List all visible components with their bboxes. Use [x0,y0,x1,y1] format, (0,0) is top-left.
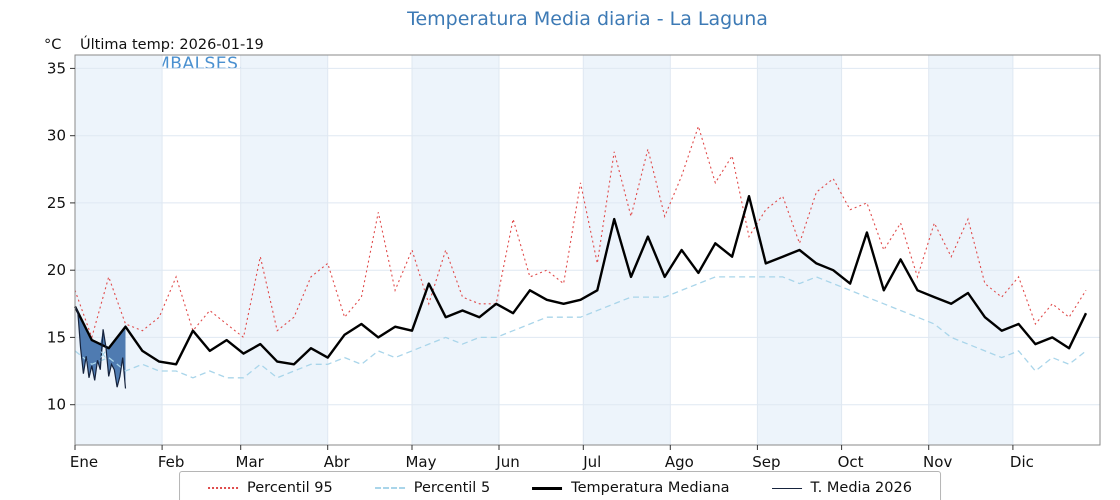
svg-text:30: 30 [47,127,66,145]
legend-label-mediana: Temperatura Mediana [571,480,730,496]
legend-item-percentil-5: Percentil 5 [374,480,491,496]
svg-text:Mar: Mar [236,453,265,471]
svg-text:25: 25 [47,194,66,212]
svg-text:Feb: Feb [158,453,185,471]
svg-text:Dic: Dic [1010,453,1034,471]
svg-text:Oct: Oct [838,453,864,471]
svg-text:Jul: Jul [582,453,601,471]
y-axis-unit-label: °C [44,37,62,53]
svg-text:20: 20 [47,261,66,279]
svg-text:Ago: Ago [665,453,694,471]
svg-text:Abr: Abr [324,453,351,471]
percentil-95-line-icon [208,487,239,489]
svg-text:Ene: Ene [70,453,98,471]
last-temp-label: Última temp: 2026-01-19 [80,37,264,53]
legend-label-t-media-2026: T. Media 2026 [810,480,912,496]
svg-text:May: May [405,453,436,471]
temperatura-mediana-line-icon [532,486,563,490]
svg-text:10: 10 [47,396,66,414]
svg-text:Sep: Sep [752,453,780,471]
svg-text:Nov: Nov [923,453,952,471]
t-media-2026-line-icon [771,487,802,489]
legend-label-percentil-5: Percentil 5 [413,480,491,496]
page-title: Temperatura Media diaria - La Laguna [407,8,768,30]
percentil-5-line-icon [374,487,405,489]
legend-item-t-media-2026: T. Media 2026 [771,480,912,496]
svg-text:35: 35 [47,59,66,77]
legend-item-percentil-95: Percentil 95 [208,480,333,496]
legend-label-percentil-95: Percentil 95 [247,480,333,496]
svg-text:Jun: Jun [495,453,519,471]
legend: Percentil 95 Percentil 5 Temperatura Med… [179,471,941,500]
svg-text:15: 15 [47,328,66,346]
legend-item-mediana: Temperatura Mediana [532,480,730,496]
svg-text:x: x [100,348,107,361]
